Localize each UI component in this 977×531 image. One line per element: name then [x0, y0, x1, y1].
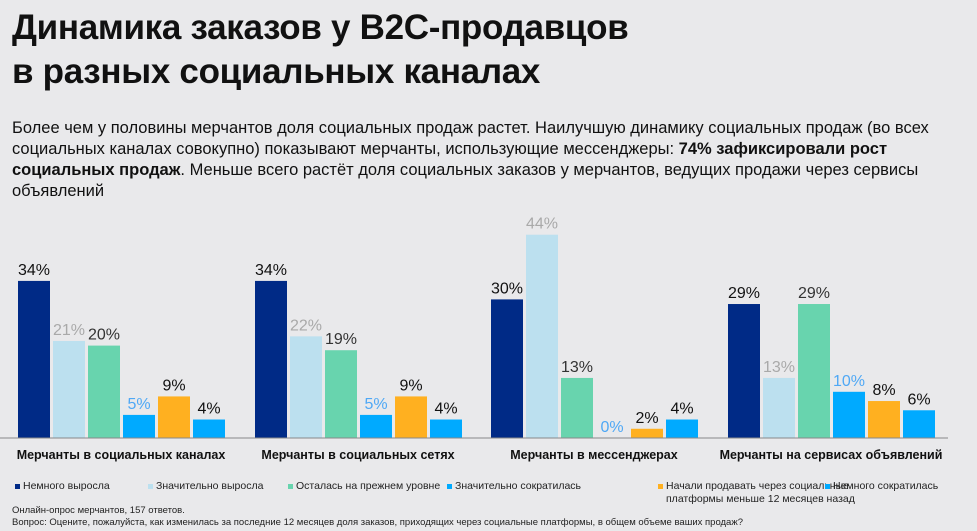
bar: [728, 304, 760, 438]
data-label: 29%: [728, 285, 760, 302]
data-label: 29%: [798, 285, 830, 302]
legend-item: Осталась на прежнем уровне: [288, 480, 440, 493]
bar: [255, 280, 287, 438]
bar: [53, 340, 85, 438]
bar: [763, 377, 795, 438]
legend-label: Немного сократилась: [833, 480, 939, 492]
data-label: 13%: [763, 359, 795, 376]
bar: [360, 414, 392, 438]
data-label: 22%: [290, 317, 322, 334]
lead-highlight: 74% зафиксировали рост социальных продаж: [12, 140, 888, 179]
legend-label: Немного выросла: [23, 480, 110, 492]
data-label: 13%: [561, 359, 593, 376]
legend-swatch-icon: [447, 484, 452, 489]
legend-swatch-icon: [288, 484, 293, 489]
bar: [395, 396, 427, 438]
question-note: Вопрос: Оцените, пожалуйста, как изменил…: [12, 516, 743, 528]
data-label: 9%: [162, 377, 185, 394]
legend-item: Значительно сократилась: [447, 480, 581, 493]
legend-swatch-icon: [15, 484, 20, 489]
legend-swatch-icon: [825, 484, 830, 489]
category-label: Мерчанты на сервисах объявлений: [720, 448, 943, 462]
data-label: 4%: [197, 401, 220, 418]
bar: [325, 350, 357, 438]
bar: [526, 234, 558, 438]
legend-swatch-icon: [148, 484, 153, 489]
bar: [666, 419, 698, 438]
bar: [430, 419, 462, 438]
category-label: Мерчанты в мессенджерах: [510, 448, 677, 462]
legend-item: Значительно выросла: [148, 480, 263, 493]
legend-item: Начали продавать через социальные платфо…: [658, 480, 855, 506]
data-label: 19%: [325, 331, 357, 348]
data-label: 20%: [88, 327, 120, 344]
data-label: 9%: [399, 377, 422, 394]
data-label: 10%: [833, 373, 865, 390]
data-label: 30%: [491, 280, 523, 297]
title-line-2: в разных социальных каналах: [12, 52, 541, 91]
legend-label: Осталась на прежнем уровне: [296, 480, 441, 492]
legend-item: Немного выросла: [15, 480, 110, 493]
data-label: 44%: [526, 216, 558, 233]
data-label: 8%: [872, 382, 895, 399]
data-label: 5%: [364, 396, 387, 413]
bar: [88, 345, 120, 438]
data-label: 4%: [434, 401, 457, 418]
title-line-1: Динамика заказов у B2C-продавцов: [12, 8, 629, 47]
legend-item: Немного сократилась: [825, 480, 938, 493]
bar: [833, 391, 865, 438]
bar: [491, 299, 523, 438]
lead-text-2: . Меньше всего растёт доля социальных за…: [12, 161, 919, 200]
bar: [193, 419, 225, 438]
bar-chart: 34% 21% 20% 5% 9% 4% Мерчанты в социальных кан…: [0, 216, 948, 462]
legend-label: Значительно сократилась: [455, 480, 582, 492]
data-label: 21%: [53, 322, 85, 339]
bar: [868, 401, 900, 438]
footnotes: Онлайн-опрос мерчантов, 157 ответов. Воп…: [12, 505, 743, 528]
data-label: 0%: [600, 419, 623, 436]
bar: [631, 428, 663, 438]
category-label: Мерчанты в социальных сетях: [261, 448, 454, 462]
bar: [903, 410, 935, 438]
data-label: 6%: [907, 391, 930, 408]
bar: [18, 280, 50, 438]
page-title: Динамика заказов у B2C-продавцов в разны…: [12, 6, 629, 94]
bar: [290, 336, 322, 438]
data-label: 34%: [255, 262, 287, 279]
bar: [798, 304, 830, 438]
bar: [158, 396, 190, 438]
survey-note: Онлайн-опрос мерчантов, 157 ответов.: [12, 505, 185, 516]
bar: [561, 377, 593, 438]
legend-label: Начали продавать через социальные платфо…: [666, 480, 855, 505]
bar: [123, 414, 155, 438]
data-label: 34%: [18, 262, 50, 279]
lead-text-1: Более чем у половины мерчантов доля соци…: [12, 119, 929, 158]
data-label: 4%: [670, 401, 693, 418]
legend-label: Значительно выросла: [156, 480, 264, 492]
data-label: 5%: [127, 396, 150, 413]
lead-paragraph: Более чем у половины мерчантов доля соци…: [12, 118, 962, 202]
legend-swatch-icon: [658, 484, 663, 489]
data-label: 2%: [635, 410, 658, 427]
category-label: Мерчанты в социальных каналах: [17, 448, 226, 462]
